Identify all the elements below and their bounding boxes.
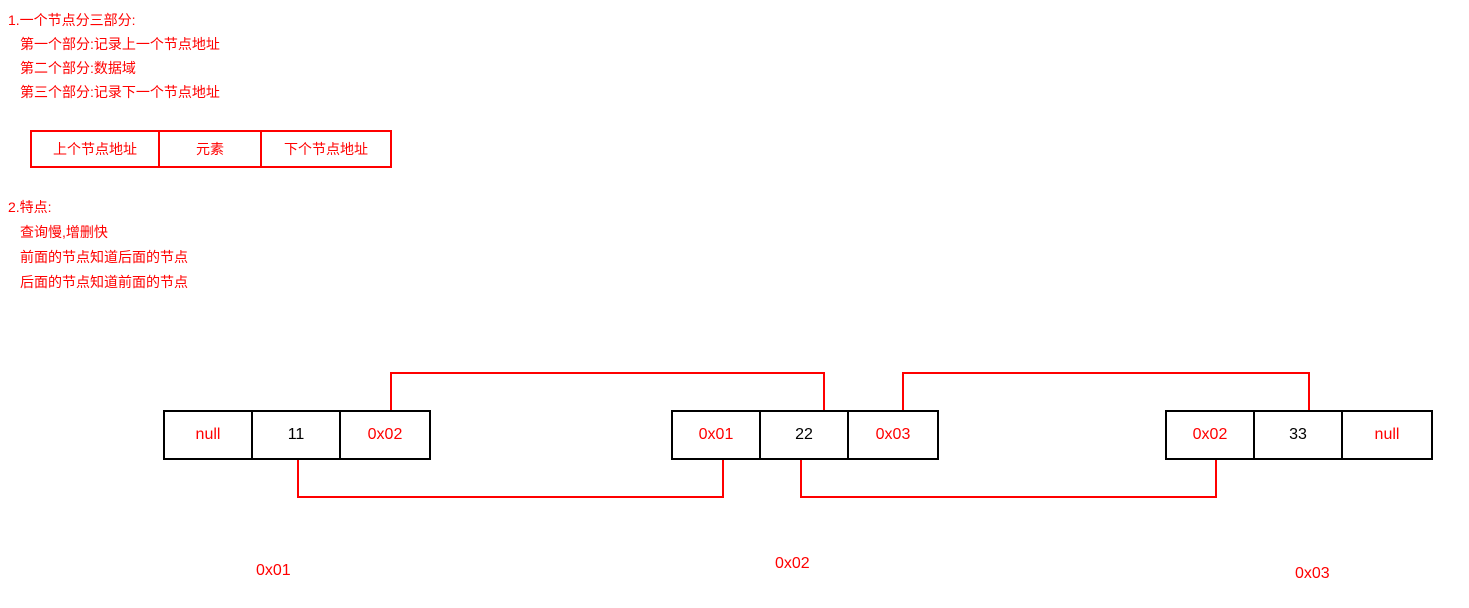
ll-node-2-next: 0x03 [849, 412, 937, 458]
schema-prev-cell: 上个节点地址 [32, 132, 160, 166]
ll-node-1-prev: null [165, 412, 253, 458]
ll-node-1: null 11 0x02 [163, 410, 431, 460]
intro-line-4: 第三个部分:记录下一个节点地址 [20, 80, 220, 104]
ll-node-1-data: 11 [253, 412, 341, 458]
connector-top-2 [902, 372, 1310, 410]
features-line-2: 前面的节点知道后面的节点 [20, 245, 188, 269]
ll-node-3-data: 33 [1255, 412, 1343, 458]
ll-node-2-data: 22 [761, 412, 849, 458]
features-line-1: 查询慢,增删快 [20, 220, 108, 244]
intro-line-1: 1.一个节点分三部分: [8, 8, 136, 32]
addr-label-3: 0x03 [1295, 565, 1330, 583]
intro-line-2: 第一个部分:记录上一个节点地址 [20, 32, 220, 56]
ll-node-2-prev: 0x01 [673, 412, 761, 458]
intro-line-3: 第二个部分:数据域 [20, 56, 136, 80]
ll-node-2: 0x01 22 0x03 [671, 410, 939, 460]
schema-next-cell: 下个节点地址 [262, 132, 390, 166]
connector-top-1 [390, 372, 825, 410]
ll-node-1-next: 0x02 [341, 412, 429, 458]
addr-label-1: 0x01 [256, 562, 291, 580]
features-line-3: 后面的节点知道前面的节点 [20, 270, 188, 294]
schema-data-cell: 元素 [160, 132, 262, 166]
features-title: 2.特点: [8, 195, 52, 219]
connector-bottom-1 [297, 460, 724, 498]
ll-node-3-prev: 0x02 [1167, 412, 1255, 458]
addr-label-2: 0x02 [775, 555, 810, 573]
connector-bottom-2 [800, 460, 1217, 498]
node-schema-diagram: 上个节点地址 元素 下个节点地址 [30, 130, 392, 168]
ll-node-3-next: null [1343, 412, 1431, 458]
ll-node-3: 0x02 33 null [1165, 410, 1433, 460]
